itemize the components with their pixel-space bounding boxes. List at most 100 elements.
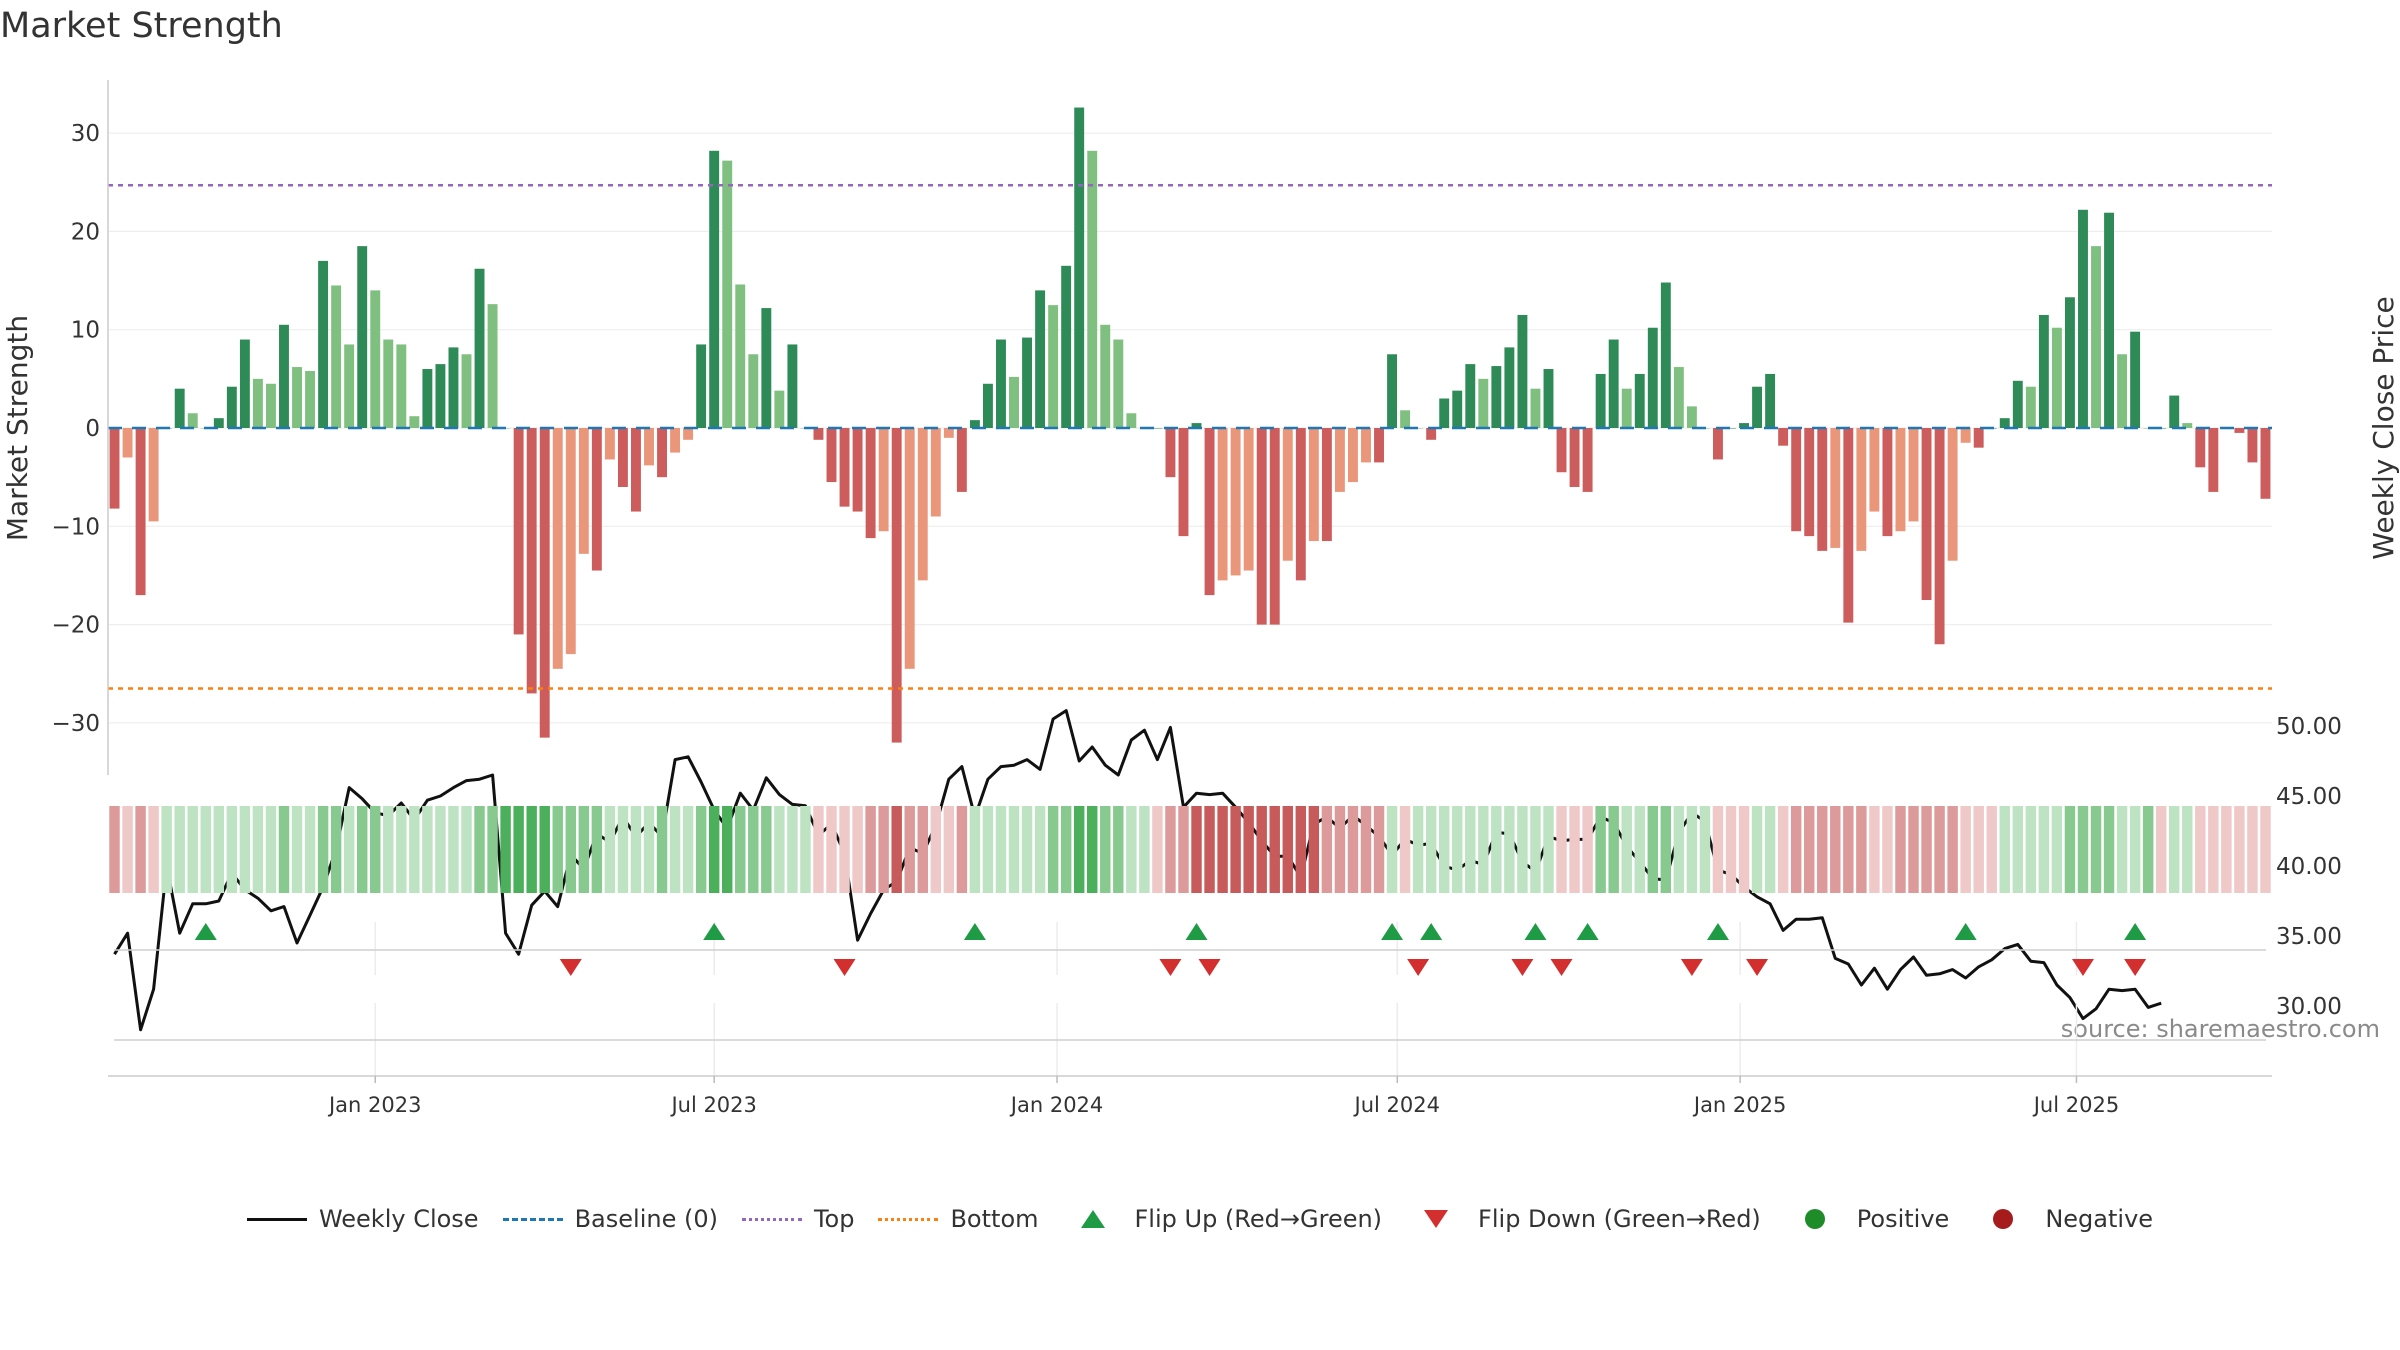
strength-bar — [2091, 246, 2101, 428]
strength-bar — [2051, 327, 2062, 428]
legend-item-top[interactable]: Top — [741, 1205, 855, 1233]
x-tick-label: Jan 2023 — [327, 1093, 422, 1117]
heat-cell — [1569, 806, 1580, 893]
heat-cell — [1100, 806, 1111, 893]
flip-up-marker — [1576, 923, 1599, 940]
legend-item-flip-up[interactable]: Flip Up (Red→Green) — [1063, 1205, 1382, 1233]
strength-bar — [604, 428, 615, 460]
heat-cell — [500, 806, 511, 893]
strength-bar — [904, 428, 915, 669]
heat-cell — [682, 806, 694, 893]
strength-bar — [1530, 388, 1541, 428]
strength-bar — [383, 339, 394, 428]
legend-item-positive[interactable]: Positive — [1785, 1205, 1949, 1233]
strength-bar — [1374, 428, 1384, 463]
flip-down-marker — [559, 959, 582, 976]
legend-item-close[interactable]: Weekly Close — [246, 1205, 479, 1233]
heat-cell — [1386, 806, 1398, 893]
strength-bar — [617, 428, 628, 487]
strength-bar — [1739, 423, 1749, 428]
strength-bar — [357, 246, 368, 428]
heat-cell — [2116, 806, 2128, 893]
strength-bar — [1543, 369, 1554, 428]
strength-bar — [1282, 428, 1293, 561]
strength-bar — [1634, 373, 1645, 428]
strength-bar — [1465, 364, 1476, 428]
heat-cell — [1777, 806, 1789, 893]
weekly-close-line — [113, 709, 2162, 1032]
strength-bar — [578, 428, 589, 554]
strength-bar — [1947, 428, 1958, 561]
heat-cell — [1843, 806, 1854, 893]
heat-cell — [787, 806, 798, 893]
heat-cell — [982, 806, 994, 893]
heat-cell — [1556, 806, 1567, 893]
flip-down-marker — [1511, 959, 1534, 976]
heat-cell — [461, 806, 472, 893]
heat-cell — [1165, 806, 1176, 893]
heat-cell — [422, 806, 433, 893]
heat-cell — [1412, 806, 1424, 893]
strength-bar — [1791, 428, 1802, 532]
legend-label-close: Weekly Close — [318, 1205, 479, 1233]
flip-up-marker — [1706, 923, 1729, 940]
strength-bar — [474, 268, 485, 428]
legend-item-negative[interactable]: Negative — [1973, 1205, 2153, 1233]
legend-item-flip-down[interactable]: Flip Down (Green→Red) — [1406, 1205, 1761, 1233]
flip-down-marker — [833, 959, 856, 976]
heat-cell — [604, 806, 616, 893]
negative-dot-icon — [1993, 1209, 2014, 1229]
x-tick-label: Jul 2023 — [669, 1093, 756, 1117]
heat-cell — [148, 806, 159, 893]
strength-bar — [917, 428, 928, 581]
heat-cell — [356, 806, 368, 893]
y-tick-label: 0 — [85, 416, 100, 442]
heat-cell — [1126, 806, 1137, 893]
heat-cell — [1425, 806, 1437, 893]
strength-bar — [2025, 386, 2036, 428]
sign-panel — [114, 1003, 2266, 1076]
legend-label-flip-down: Flip Down (Green→Red) — [1478, 1205, 1761, 1233]
heat-cell — [1960, 806, 1971, 893]
strength-bar — [1895, 428, 1906, 532]
y-tick-label: 30 — [71, 121, 100, 147]
flip-down-icon — [1424, 1210, 1449, 1228]
strength-bar — [331, 285, 342, 428]
heat-cell — [2025, 806, 2037, 893]
heat-cell — [2260, 806, 2271, 893]
strength-bar — [1126, 413, 1137, 428]
strength-bar — [2104, 212, 2115, 428]
heat-cell — [995, 806, 1007, 893]
strength-bar — [305, 370, 316, 428]
strength-bar — [2117, 354, 2128, 428]
flip-up-marker — [703, 923, 726, 940]
heat-cell — [278, 806, 290, 893]
strength-bar — [1035, 290, 1046, 428]
flip-up-marker — [1524, 923, 1547, 940]
legend-item-baseline[interactable]: Baseline (0) — [502, 1205, 718, 1233]
heat-cell — [1191, 806, 1202, 893]
strength-bar — [1087, 150, 1098, 428]
heat-cell — [1204, 806, 1215, 893]
strength-bar — [2195, 428, 2206, 468]
heat-cell — [1699, 806, 1711, 893]
strength-bar — [956, 428, 967, 492]
heat-cell — [1152, 806, 1163, 893]
strength-bar — [1113, 339, 1124, 428]
y-tick-label: −10 — [51, 514, 100, 540]
heat-cell — [2208, 806, 2219, 893]
strength-bar — [422, 369, 433, 428]
heat-cell — [2234, 806, 2245, 893]
strength-bar — [226, 386, 237, 428]
heat-cell — [487, 806, 498, 893]
legend-item-bottom[interactable]: Bottom — [878, 1205, 1039, 1233]
heat-cell — [2064, 806, 2076, 893]
legend-label-top: Top — [813, 1205, 855, 1233]
heat-cell — [800, 806, 811, 893]
flip-markers — [114, 922, 2266, 976]
strength-bar — [996, 339, 1006, 428]
heat-cell — [1178, 806, 1189, 893]
heat-cell — [735, 806, 746, 893]
heat-cell — [1465, 806, 1476, 893]
heat-cell — [1973, 806, 1984, 893]
